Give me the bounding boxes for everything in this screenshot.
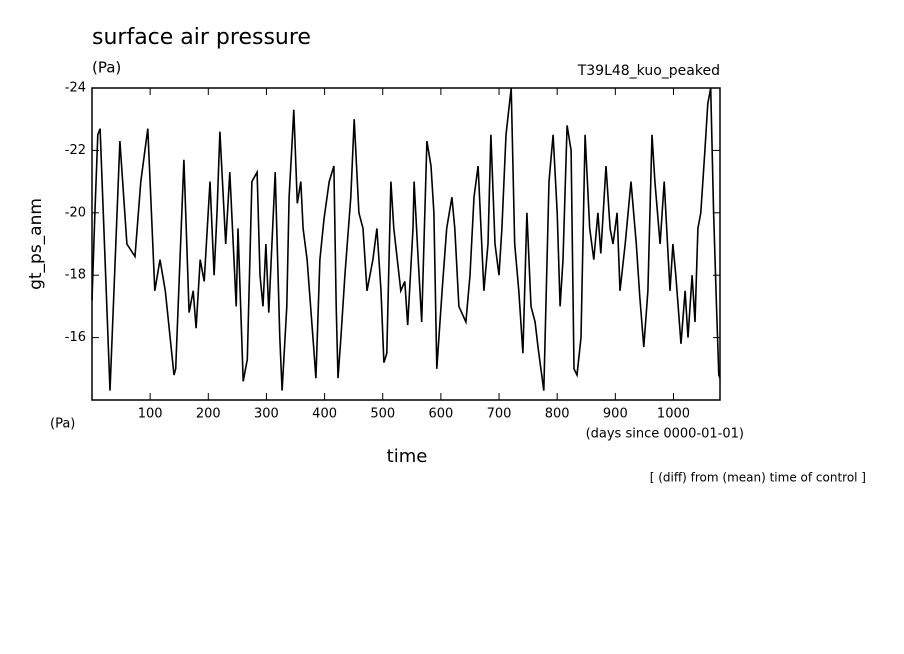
- x-tick-label: 200: [196, 407, 221, 422]
- subtitle: T39L48_kuo_peaked: [577, 63, 720, 79]
- y-tick-label: -20: [65, 205, 86, 220]
- x-tick-label: 400: [312, 407, 337, 422]
- x-tick-label: 300: [254, 407, 279, 422]
- y-tick-label: -18: [65, 268, 86, 283]
- x-tick-label: 500: [370, 407, 395, 422]
- x-tick-label: 700: [487, 407, 512, 422]
- y-tick-label: -16: [65, 330, 86, 345]
- x-tick-label: 800: [545, 407, 570, 422]
- plot-frame: [91, 87, 721, 401]
- x-units: (days since 0000-01-01): [586, 427, 744, 442]
- chart-title: surface air pressure: [92, 25, 311, 50]
- y-tick-label: -22: [65, 143, 86, 158]
- y-axis-label: gt_ps_anm: [26, 198, 46, 290]
- y-units: (Pa): [50, 417, 75, 432]
- y-tick-label: -24: [65, 81, 86, 96]
- x-tick-label: 100: [138, 407, 163, 422]
- annotation: [ (diff) from (mean) time of control ]: [650, 471, 866, 485]
- units: (Pa): [92, 59, 121, 77]
- x-tick-label: 900: [603, 407, 628, 422]
- x-tick-label: 600: [428, 407, 453, 422]
- x-tick-label: 1000: [657, 407, 690, 422]
- data-line: [91, 87, 721, 391]
- x-axis-label: time: [387, 446, 428, 467]
